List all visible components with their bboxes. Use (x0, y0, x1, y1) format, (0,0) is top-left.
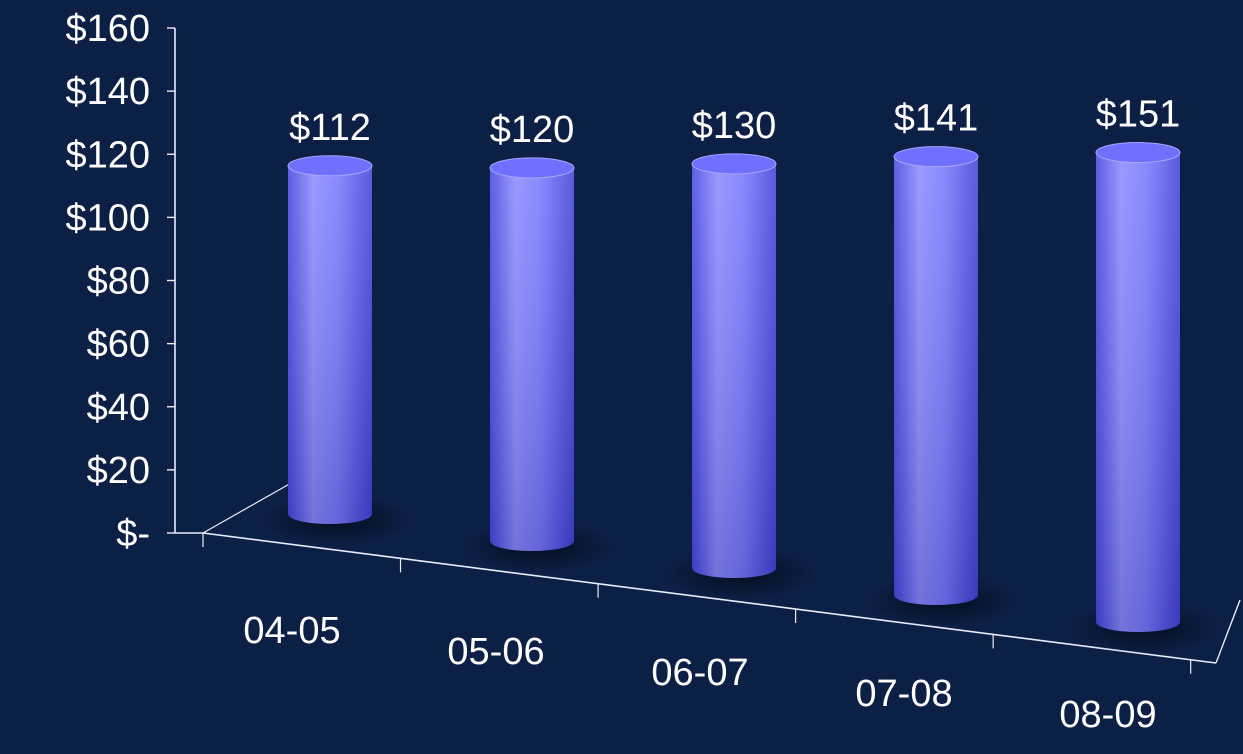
bar-shading (894, 156, 978, 605)
x-tick-label: 05-06 (447, 631, 544, 673)
x-tick-label: 04-05 (243, 610, 340, 652)
bar-top (1095, 142, 1181, 164)
data-label: $112 (289, 107, 371, 149)
data-labels: $112 $120 $130 $141 $151 (289, 94, 1180, 151)
y-tick-label: $40 (87, 387, 150, 429)
data-label: $130 (692, 105, 777, 147)
data-label: $120 (490, 109, 575, 151)
x-axis-tick-labels: 04-05 05-06 06-07 07-08 08-09 (243, 610, 1156, 736)
data-label: $141 (894, 98, 979, 140)
bar-series (260, 142, 1220, 654)
y-axis-tick-labels: $- $20 $40 $60 $80 $100 $120 $140 $160 (65, 8, 175, 555)
y-tick-label: $80 (87, 261, 150, 303)
y-tick-label: $100 (65, 197, 150, 239)
bar-top (893, 146, 979, 168)
bar-08-09 (1068, 142, 1220, 654)
bar-shading (692, 163, 776, 578)
bar-shading (490, 167, 574, 551)
y-tick-label: $120 (65, 134, 150, 176)
bar-shading (1096, 152, 1180, 632)
bar-top (691, 153, 777, 175)
bar-top (489, 157, 575, 179)
y-tick-label: $160 (65, 8, 150, 50)
x-tick-label: 08-09 (1059, 694, 1156, 736)
bar-05-06 (462, 157, 614, 573)
bar-shading (288, 165, 372, 525)
y-tick-label: $20 (87, 450, 150, 492)
y-tick-label: $140 (65, 71, 150, 113)
y-tick-label: $60 (87, 324, 150, 366)
bar-07-08 (866, 146, 1018, 627)
floor-edge-right (1215, 599, 1241, 664)
bar-top (287, 155, 373, 177)
data-label: $151 (1096, 94, 1181, 136)
x-tick-label: 06-07 (651, 652, 748, 694)
bar-06-07 (664, 153, 816, 600)
x-tick-label: 07-08 (855, 673, 952, 715)
floor-depth-line (202, 477, 301, 534)
bar-04-05 (260, 155, 412, 546)
y-tick-label: $- (116, 513, 150, 555)
x-axis-line (202, 532, 1217, 664)
